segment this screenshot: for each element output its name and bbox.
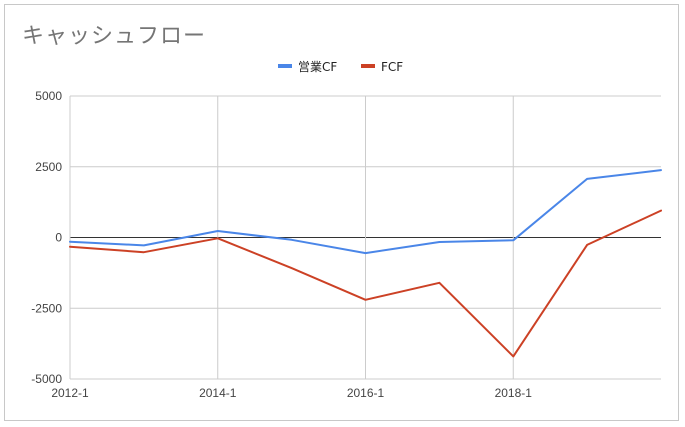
x-tick-label: 2012-1	[51, 386, 89, 400]
y-tick-label: -5000	[31, 372, 62, 386]
grid-lines	[69, 95, 661, 380]
x-tick-label: 2018-1	[495, 386, 533, 400]
legend-label-1: FCF	[381, 60, 403, 74]
series-lines	[69, 169, 662, 358]
series-line-1	[69, 209, 662, 358]
y-tick-label: 0	[55, 231, 62, 245]
x-tick-label: 2014-1	[199, 386, 237, 400]
chart-frame	[4, 4, 679, 421]
series-line-0	[69, 169, 662, 255]
y-tick-label: 5000	[35, 89, 62, 103]
y-tick-labels: 5000 2500 0 -2500 -5000	[31, 89, 62, 386]
y-tick-label: 2500	[35, 160, 62, 174]
legend-label-0: 営業CF	[298, 60, 337, 74]
x-tick-labels: 2012-1 2014-1 2016-1 2018-1	[51, 386, 532, 400]
legend-swatch-0	[278, 64, 292, 68]
legend-swatch-1	[361, 64, 375, 68]
y-tick-label: -2500	[31, 301, 62, 315]
chart-title: キャッシュフロー	[22, 24, 207, 49]
x-tick-label: 2016-1	[347, 386, 385, 400]
legend: 営業CF FCF	[278, 60, 403, 74]
